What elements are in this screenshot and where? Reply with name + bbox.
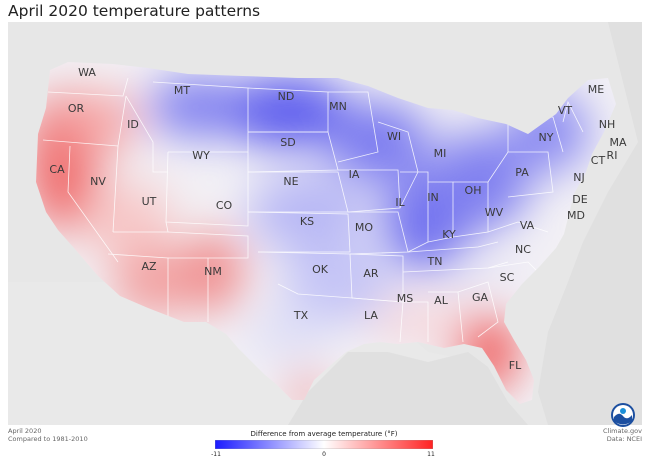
state-label-or: OR (68, 102, 85, 115)
state-label-ut: UT (142, 195, 157, 208)
state-label-ne: NE (283, 175, 298, 188)
page-title: April 2020 temperature patterns (8, 2, 261, 20)
state-label-md: MD (567, 209, 585, 222)
state-label-me: ME (588, 83, 604, 96)
state-label-oh: OH (465, 184, 482, 197)
state-label-wv: WV (485, 206, 504, 219)
state-label-wi: WI (387, 130, 401, 143)
legend-max-label: 11 (427, 451, 435, 458)
state-label-nc: NC (515, 243, 531, 256)
footer-right: Climate.gov Data: NCEI (603, 427, 642, 443)
state-label-il: IL (395, 196, 405, 209)
footer-data: Data: NCEI (606, 435, 642, 443)
legend-colorbar (215, 440, 433, 449)
state-label-co: CO (216, 199, 233, 212)
state-label-mn: MN (329, 100, 347, 113)
state-label-ct: CT (591, 154, 606, 167)
state-label-mi: MI (434, 147, 447, 160)
state-label-nh: NH (599, 118, 616, 131)
footer-baseline: Compared to 1981-2010 (8, 435, 88, 443)
state-label-az: AZ (141, 260, 157, 273)
state-label-ky: KY (442, 228, 456, 241)
state-label-ar: AR (363, 267, 379, 280)
state-label-nj: NJ (573, 171, 584, 184)
state-label-nm: NM (204, 265, 222, 278)
atlantic-ocean (538, 22, 642, 425)
legend-title: Difference from average temperature (°F) (250, 430, 398, 438)
state-label-la: LA (364, 309, 378, 322)
state-label-sc: SC (500, 271, 515, 284)
state-label-ok: OK (312, 263, 329, 276)
state-label-ny: NY (539, 131, 554, 144)
state-label-pa: PA (515, 166, 529, 179)
map-panel: WA OR CA ID NV MT WY UT AZ CO NM ND SD NE KS OK TX MN IA MO… (8, 22, 642, 425)
state-label-ri: RI (607, 149, 618, 162)
state-label-ga: GA (472, 291, 489, 304)
state-label-ma: MA (609, 136, 626, 149)
gulf-of-mexico (288, 352, 528, 425)
state-label-va: VA (520, 219, 535, 232)
legend-mid-label: 0 (322, 451, 326, 458)
state-label-vt: VT (558, 104, 573, 117)
state-label-mo: MO (355, 221, 373, 234)
state-labels-layer: WA OR CA ID NV MT WY UT AZ CO NM ND SD NE KS OK TX MN IA MO… (49, 66, 627, 372)
state-label-in: IN (427, 191, 438, 204)
legend-min-label: -11 (211, 451, 221, 458)
state-label-nd: ND (278, 90, 295, 103)
state-borders (42, 77, 584, 343)
noaa-logo-icon (611, 403, 635, 427)
state-label-ms: MS (397, 292, 413, 305)
state-label-nv: NV (90, 175, 106, 188)
state-label-wa: WA (78, 66, 96, 79)
state-label-al: AL (434, 294, 449, 307)
state-label-tx: TX (293, 309, 309, 322)
state-label-ca: CA (49, 163, 65, 176)
us-map (8, 22, 642, 425)
state-label-sd: SD (280, 136, 295, 149)
state-label-id: ID (127, 118, 139, 131)
state-label-wy: WY (192, 149, 210, 162)
state-label-ia: IA (349, 168, 360, 181)
state-label-tn: TN (427, 255, 443, 268)
footer-left: April 2020 Compared to 1981-2010 (8, 427, 88, 443)
state-label-mt: MT (174, 84, 190, 97)
state-label-de: DE (572, 193, 587, 206)
state-label-fl: FL (509, 359, 522, 372)
footer-source: Climate.gov (602, 427, 642, 435)
state-label-ks: KS (300, 215, 314, 228)
footer-date: April 2020 (8, 427, 42, 435)
